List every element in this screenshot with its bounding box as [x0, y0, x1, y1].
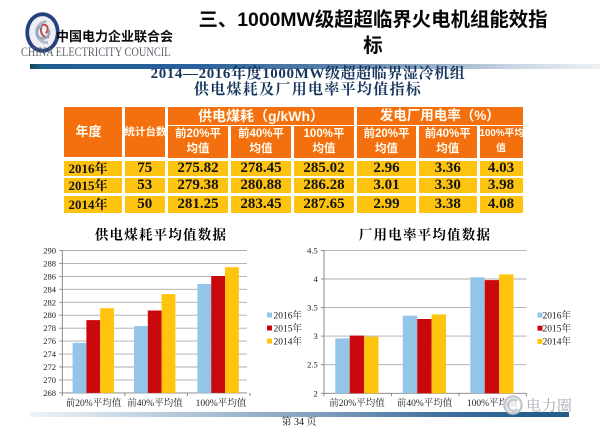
svg-text:4.5: 4.5	[307, 245, 318, 255]
svg-text:272: 272	[43, 362, 56, 372]
svg-text:前40%平均值: 前40%平均值	[397, 397, 453, 409]
svg-text:288: 288	[43, 258, 56, 268]
svg-text:2016年: 2016年	[543, 309, 572, 321]
svg-text:268: 268	[43, 388, 56, 398]
svg-text:284: 284	[43, 284, 57, 294]
svg-text:2015年: 2015年	[543, 323, 572, 335]
svg-text:3: 3	[314, 331, 318, 341]
svg-text:电力圈: 电力圈	[526, 397, 573, 415]
svg-text:274: 274	[43, 349, 57, 359]
svg-text:278: 278	[43, 323, 56, 333]
svg-text:2.5: 2.5	[307, 360, 318, 370]
svg-text:前20%平均值: 前20%平均值	[66, 397, 122, 409]
svg-text:2015年: 2015年	[274, 322, 303, 334]
svg-text:290: 290	[43, 246, 56, 256]
svg-text:286: 286	[43, 271, 56, 281]
svg-text:3.5: 3.5	[307, 303, 318, 313]
svg-text:100%平均值: 100%平均值	[196, 397, 247, 409]
svg-text:2: 2	[314, 388, 318, 398]
svg-text:2016年: 2016年	[274, 309, 303, 321]
svg-text:276: 276	[43, 336, 56, 346]
svg-text:270: 270	[43, 375, 56, 385]
svg-text:282: 282	[43, 297, 56, 307]
svg-text:2014年: 2014年	[274, 335, 303, 347]
svg-text:280: 280	[43, 310, 56, 320]
svg-text:前40%平均值: 前40%平均值	[127, 397, 183, 409]
svg-text:供电煤耗平均值数据: 供电煤耗平均值数据	[95, 227, 227, 243]
svg-text:4: 4	[314, 274, 319, 284]
svg-text:2014年: 2014年	[543, 336, 572, 348]
svg-text:厂用电率平均值数据: 厂用电率平均值数据	[359, 227, 491, 243]
svg-text:前20%平均值: 前20%平均值	[329, 397, 385, 409]
